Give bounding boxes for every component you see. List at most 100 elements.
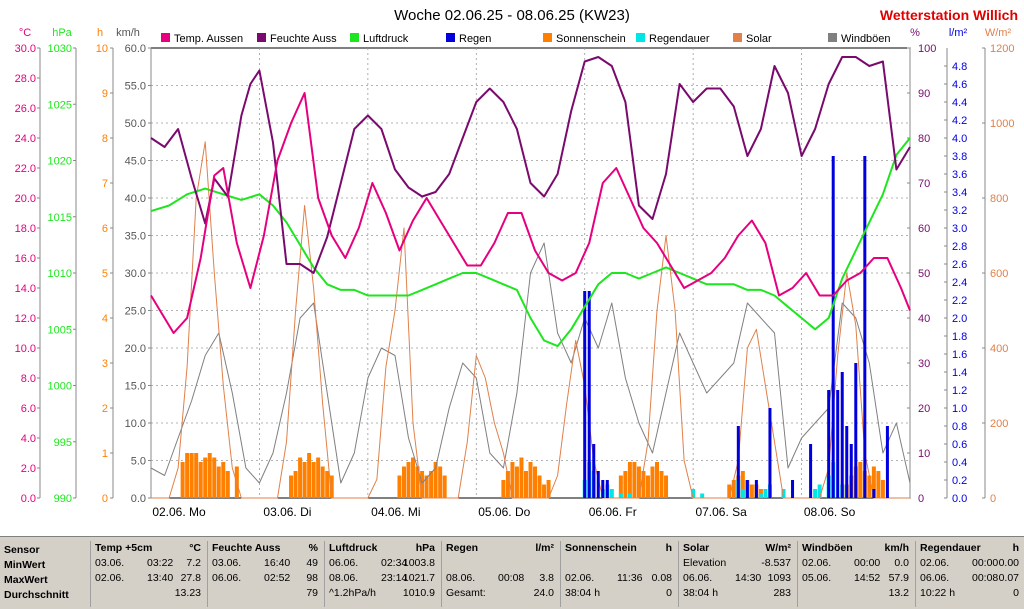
bar-sunshine xyxy=(727,484,732,498)
stats-cell: 1003.8 xyxy=(402,557,435,569)
axis-tick-label: 0.0 xyxy=(21,493,36,505)
bar-rain xyxy=(885,426,889,498)
axis-tick-label: 8.0 xyxy=(21,373,36,385)
station-name: Wetterstation Willich xyxy=(880,7,1018,23)
bar-sunshine xyxy=(871,466,876,498)
stats-cell: 06.06. xyxy=(920,572,950,584)
bar-sunshine xyxy=(655,462,659,498)
axis-tick-label: 5.0 xyxy=(131,456,146,468)
row-label-avg: Durchschnitt xyxy=(4,589,69,601)
weather-chart: Woche 02.06.25 - 08.06.25 (KW23) Wetters… xyxy=(15,7,1018,519)
stats-cell: 13.23 xyxy=(174,587,201,599)
legend-swatch xyxy=(828,33,837,42)
axis-tick-label: 28.0 xyxy=(15,73,36,85)
stats-cell: 0.07 xyxy=(998,572,1019,584)
stats-column: Sonnenschein h 02.06. 11:36 0.08 38:04 h 0 xyxy=(560,541,676,607)
stats-cell: 11:36 xyxy=(617,572,643,584)
bar-sunshine xyxy=(406,462,411,498)
stats-cell: 00:08 xyxy=(498,572,525,584)
stats-cell: 02.06. xyxy=(920,557,950,569)
bar-rainduration xyxy=(758,493,763,498)
stats-column: Regen l/m² 08.06. 00:08 3.8 Gesamt: 24.0 xyxy=(441,541,558,607)
stats-cell: 10:22 h xyxy=(920,587,956,599)
stats-cell: 03.06. xyxy=(95,557,125,569)
stats-column: Regendauer h 02.06. 00:00 0.00 06.06. 00:08 0.0… xyxy=(915,541,1023,607)
bar-sunshine xyxy=(316,457,321,498)
axis-tick-label: 0 xyxy=(990,493,996,505)
axis-tick-label: 1.2 xyxy=(952,385,967,397)
x-tick-label: 05.06. Do xyxy=(478,505,530,519)
axis-tick-label: 2 xyxy=(102,403,108,415)
axis-tick-label: 0 xyxy=(102,493,108,505)
legend-label: Windböen xyxy=(841,33,891,45)
bar-rainduration xyxy=(691,489,696,498)
legend-label: Luftdruck xyxy=(363,33,409,45)
axis-tick-label: 3.0 xyxy=(952,223,967,235)
bar-sunshine xyxy=(528,462,533,498)
axis-tick-label: 24.0 xyxy=(15,133,36,145)
axis-tick-label: 1000 xyxy=(48,381,72,393)
axis-tick-label: 2.0 xyxy=(952,313,967,325)
stats-row xyxy=(446,556,554,571)
bar-sunshine xyxy=(523,471,528,498)
bar-rain xyxy=(854,363,858,498)
x-tick-label: 08.06. So xyxy=(804,505,856,519)
stats-column-unit: % xyxy=(308,542,318,554)
bar-rain xyxy=(736,426,740,498)
bar-rain xyxy=(605,480,609,498)
bar-sunshine xyxy=(402,466,406,498)
stats-panel: Sensor MinWert MaxWert Durchschnitt Temp… xyxy=(0,536,1024,609)
bar-rain xyxy=(592,444,596,498)
stats-column: Feuchte Auss% 03.06. 16:40 49 06.06. 02:52 98 7… xyxy=(207,541,322,607)
bar-sunshine xyxy=(189,453,194,498)
axis-tick-label: 45.0 xyxy=(125,156,146,168)
axis-tick-label: 2.2 xyxy=(952,295,967,307)
axis-tick-label: 0.0 xyxy=(131,493,146,505)
legend-label: Solar xyxy=(746,33,772,45)
legend-label: Regen xyxy=(459,33,491,45)
stats-cell: 0.08 xyxy=(651,572,672,584)
axis-unit-label: l/m² xyxy=(949,27,968,39)
bar-rain xyxy=(745,480,749,498)
bar-sunshine xyxy=(289,475,294,498)
bar-rain xyxy=(863,156,867,498)
axis-tick-label: 50.0 xyxy=(125,118,146,130)
legend-label: Temp. Aussen xyxy=(174,33,243,45)
axis-tick-label: 0.4 xyxy=(952,457,967,469)
axis-tick-label: 6 xyxy=(102,223,108,235)
stats-column: Windböen km/h 02.06. 00:00 0.0 05.06. 14:52 57.… xyxy=(797,541,913,607)
stats-cell: 00:00 xyxy=(854,557,881,569)
stats-column-header: Solar W/m² xyxy=(683,541,791,556)
stats-cell: Elevation xyxy=(683,557,727,569)
bar-rain xyxy=(754,480,758,498)
stats-cell: 27.8 xyxy=(180,572,201,584)
stats-cell: 79 xyxy=(306,587,318,599)
stats-cell: -8.537 xyxy=(761,557,791,569)
stats-column-header: Luftdruck hPa xyxy=(329,541,435,556)
series-line-temp xyxy=(150,92,911,334)
bar-sunshine xyxy=(650,466,655,498)
stats-cell: 0.0 xyxy=(894,557,909,569)
stats-row: Gesamt: 24.0 xyxy=(446,586,554,601)
x-axis-labels: 02.06. Mo 03.06. Di 04.06. Mi 05.06. Do 06.0… xyxy=(152,505,855,519)
stats-row: 06.06. 02:52 98 xyxy=(212,571,318,586)
axis-tick-label: 90 xyxy=(918,88,930,100)
x-tick-label: 06.06. Fr xyxy=(589,505,637,519)
bar-rain xyxy=(840,372,844,498)
axis-tick-label: 4.4 xyxy=(952,97,967,109)
bar-sunshine xyxy=(664,475,669,498)
stats-cell: 00:08 xyxy=(972,572,999,584)
axis-tick-label: 0 xyxy=(918,493,924,505)
stats-row-labels: Sensor MinWert MaxWert Durchschnitt xyxy=(4,543,84,603)
bar-sunshine xyxy=(645,475,650,498)
stats-cell: 13:40 xyxy=(147,572,174,584)
axis-tick-label: 2.8 xyxy=(952,241,967,253)
axis-tick-label: 0.2 xyxy=(952,475,967,487)
stats-row: 02.06. 00:00 0.0 xyxy=(802,556,909,571)
series-line-humidity xyxy=(150,56,911,274)
stats-column-unit: km/h xyxy=(884,542,909,554)
axis-tick-label: 26.0 xyxy=(15,103,36,115)
axis-tick-label: 14.0 xyxy=(15,283,36,295)
legend-label: Regendauer xyxy=(649,33,710,45)
stats-cell: Gesamt: xyxy=(446,587,486,599)
